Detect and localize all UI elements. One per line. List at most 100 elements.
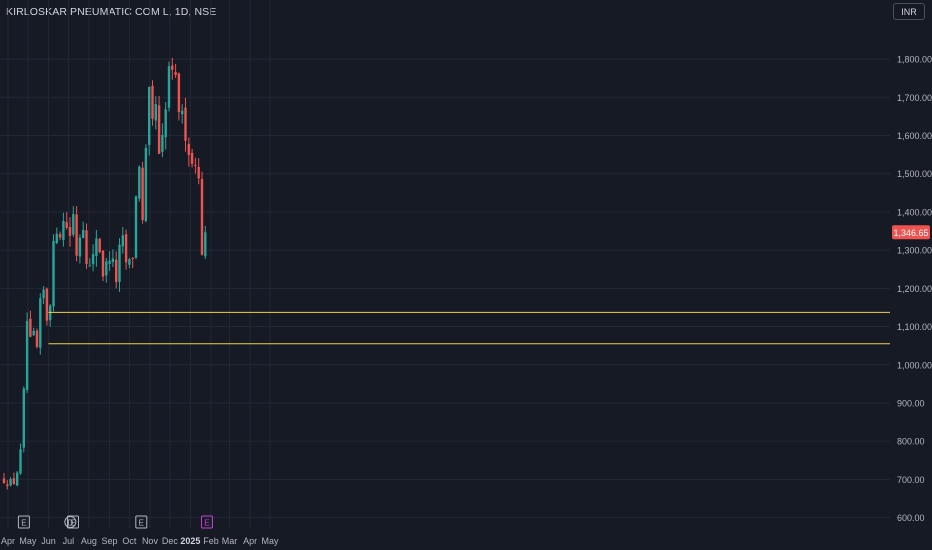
candle-body: [134, 196, 138, 258]
x-tick-label: Apr: [1, 536, 15, 546]
currency-button[interactable]: INR: [893, 3, 925, 20]
candle-body: [72, 214, 75, 235]
event-marker-label: E: [21, 519, 26, 528]
candle-body: [29, 318, 32, 337]
candle-body: [118, 244, 121, 282]
candle-body: [197, 166, 200, 179]
candle-body: [148, 86, 151, 145]
candle-body: [39, 298, 42, 348]
chart-title: KIRLOSKAR PNEUMATIC COM L, 1D, NSE: [6, 6, 217, 18]
candle-body: [6, 484, 9, 487]
x-tick-label: 2025: [180, 536, 200, 546]
y-tick-label: 1,400.00: [897, 207, 932, 217]
y-tick-label: 1,000.00: [897, 360, 932, 370]
candle-body: [177, 73, 181, 113]
earnings-marker: [135, 515, 148, 529]
candle-body: [167, 66, 171, 108]
x-tick-label: Sep: [101, 536, 117, 546]
candle-body: [141, 167, 144, 220]
candle-body: [22, 388, 25, 448]
candle-body: [157, 105, 161, 154]
y-tick-label: 1,700.00: [897, 93, 932, 103]
y-tick-label: 1,500.00: [897, 169, 932, 179]
y-tick-label: 1,600.00: [897, 131, 932, 141]
x-tick-label: Jul: [63, 536, 75, 546]
event-marker-label: E: [70, 519, 75, 528]
candle-body: [111, 258, 115, 263]
x-tick-label: Mar: [222, 536, 238, 546]
candle-body: [181, 110, 184, 115]
candle-body: [144, 147, 148, 221]
candle-body: [174, 72, 177, 76]
candle-body: [108, 260, 111, 264]
candle-body: [154, 104, 157, 121]
y-tick-label: 800.00: [897, 437, 925, 447]
x-tick-label: May: [261, 536, 279, 546]
earnings-marker: [17, 515, 30, 529]
last-price-label: 1,346.65: [893, 228, 928, 238]
candle-body: [138, 166, 141, 199]
last-price-badge: [892, 225, 930, 240]
x-tick-label: Feb: [203, 536, 219, 546]
candle-body: [2, 478, 6, 484]
x-tick-label: Apr: [243, 536, 257, 546]
candle-body: [65, 222, 68, 228]
candle-body: [68, 227, 72, 236]
x-tick-label: Aug: [81, 536, 97, 546]
candle-body: [25, 320, 29, 390]
y-tick-label: 1,100.00: [897, 322, 932, 332]
x-tick-label: Oct: [122, 536, 137, 546]
y-tick-label: 1,800.00: [897, 55, 932, 65]
candle-body: [200, 178, 204, 255]
candle-body: [35, 330, 39, 347]
y-tick-label: 600.00: [897, 513, 925, 523]
candle-body: [95, 238, 98, 257]
x-tick-label: Nov: [142, 536, 159, 546]
candle-body: [32, 330, 35, 336]
x-tick-label: Dec: [162, 536, 179, 546]
candle-body: [19, 449, 22, 474]
dividend-marker: [64, 516, 77, 528]
candle-body: [55, 233, 58, 244]
candle-body: [121, 235, 124, 247]
candle-body: [75, 214, 78, 256]
y-tick-label: 700.00: [897, 475, 925, 485]
candle-body: [12, 478, 16, 485]
candle-body: [161, 134, 164, 152]
candle-body: [9, 479, 12, 486]
candle-body: [115, 259, 118, 283]
candle-body: [45, 288, 49, 321]
candle-body: [101, 250, 105, 277]
candle-body: [190, 152, 194, 164]
candle-body: [52, 241, 55, 307]
candle-body: [98, 238, 101, 253]
x-tick-label: Jun: [41, 536, 56, 546]
candle-body: [164, 109, 167, 138]
candle-body: [88, 265, 91, 267]
candle-body: [194, 164, 197, 166]
candle-body: [105, 261, 108, 276]
y-tick-label: 1,200.00: [897, 284, 932, 294]
candle-body: [58, 234, 62, 238]
candle-body: [204, 232, 207, 257]
candle-body: [91, 254, 95, 265]
y-tick-label: 900.00: [897, 398, 925, 408]
candle-body: [85, 230, 88, 264]
event-marker-label: E: [204, 519, 209, 528]
candle-body: [184, 107, 187, 141]
event-marker-label: E: [139, 519, 144, 528]
candle-body: [42, 289, 45, 299]
candle-body: [82, 229, 85, 238]
candle-body: [78, 237, 82, 257]
candle-body: [187, 143, 190, 155]
candle-body: [171, 65, 174, 70]
candle-body: [131, 257, 134, 259]
event-marker-label: D: [67, 519, 73, 528]
x-tick-label: May: [19, 536, 37, 546]
earnings-marker: [200, 515, 213, 529]
candle-body: [16, 472, 19, 486]
candle-body: [62, 220, 65, 240]
earnings-marker: [66, 515, 79, 529]
